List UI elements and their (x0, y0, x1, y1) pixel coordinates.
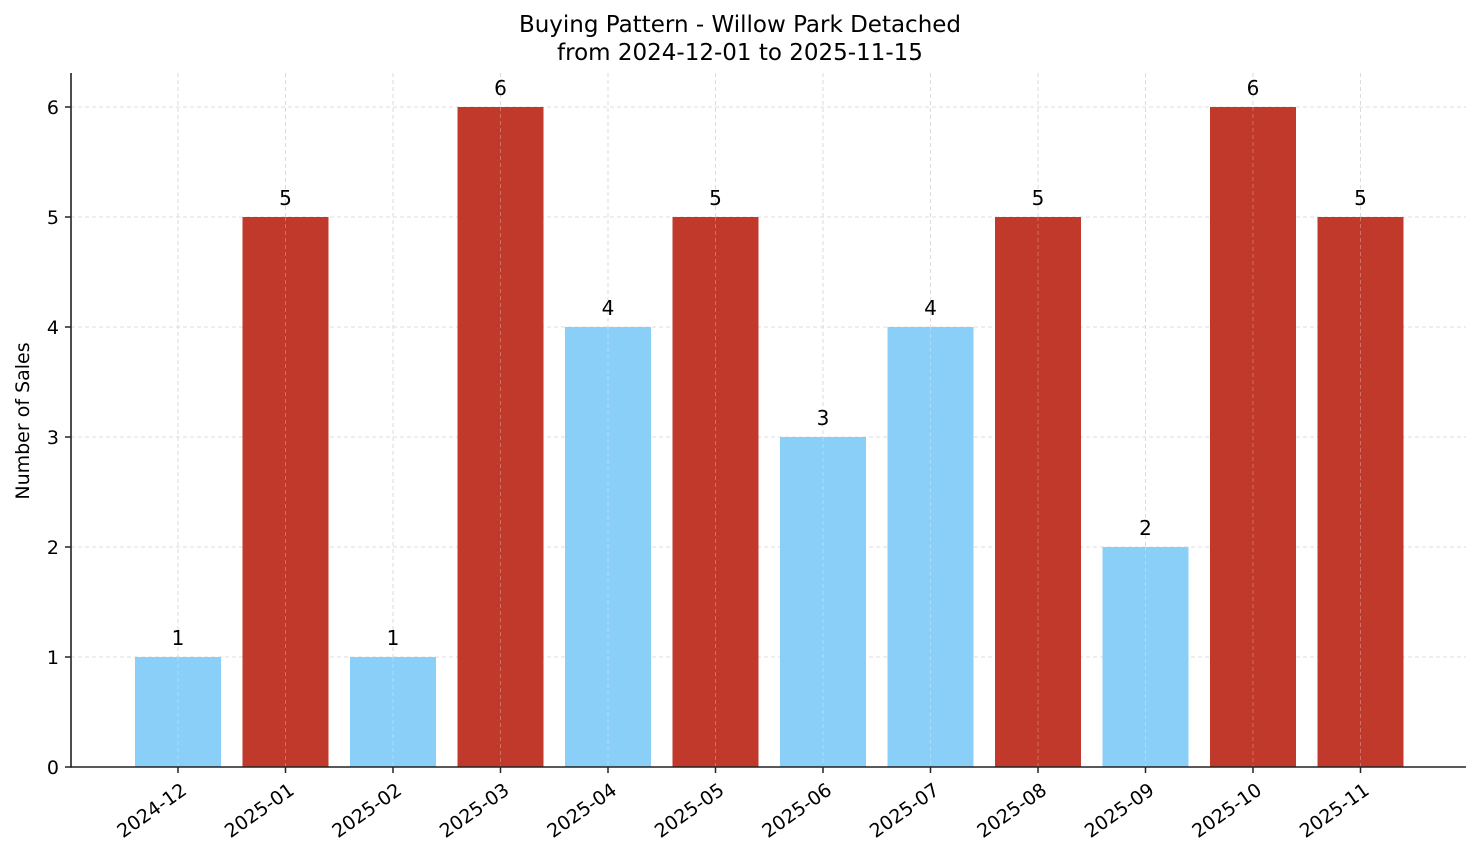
x-tick-label: 2025-02 (328, 779, 406, 843)
chart-subtitle: from 2024-12-01 to 2025-11-15 (557, 40, 923, 66)
x-tick-label: 2025-03 (436, 779, 514, 843)
bar-2025-11 (1317, 217, 1404, 767)
x-tick-label: 2025-10 (1188, 779, 1266, 843)
x-tick-label: 2025-01 (221, 779, 299, 843)
data-label: 2 (1139, 516, 1152, 540)
bar-2025-01 (242, 217, 329, 767)
x-tick-label: 2025-08 (973, 779, 1051, 843)
y-tick-label: 6 (47, 97, 59, 119)
data-label: 1 (387, 626, 400, 650)
bar-2025-09 (1102, 547, 1189, 767)
data-label: 4 (924, 296, 937, 320)
data-label: 4 (602, 296, 615, 320)
y-tick-label: 1 (47, 647, 59, 669)
data-label: 3 (817, 406, 830, 430)
data-label: 6 (494, 76, 507, 100)
y-axis-ticks: 0 1 2 3 4 5 6 (47, 97, 71, 779)
x-axis-ticks: 2024-12 2025-01 2025-02 2025-03 2025-04 2025-… (113, 767, 1373, 843)
bar-2025-02 (350, 657, 436, 767)
x-tick-label: 2025-06 (758, 779, 836, 843)
data-label: 5 (279, 186, 292, 210)
axes (70, 73, 1466, 768)
bar-2025-05 (672, 217, 759, 767)
data-labels: 1 5 1 6 4 5 3 4 5 2 6 5 (172, 76, 1367, 767)
chart-title: Buying Pattern - Willow Park Detached (518, 12, 962, 38)
bar-2025-06 (780, 437, 866, 767)
x-tick-label: 2024-12 (113, 779, 191, 843)
bar-2025-03 (457, 107, 544, 767)
y-tick-label: 0 (47, 757, 59, 779)
y-tick-label: 3 (47, 427, 59, 449)
data-label: 5 (1354, 186, 1367, 210)
x-tick-label: 2025-07 (866, 779, 944, 843)
x-tick-label: 2025-05 (651, 779, 729, 843)
x-tick-label: 2025-09 (1081, 779, 1159, 843)
bar-2025-04 (565, 327, 651, 767)
data-label: 6 (1247, 76, 1260, 100)
y-tick-label: 4 (47, 317, 59, 339)
bar-2024-12 (135, 657, 221, 767)
bars (135, 107, 1404, 767)
data-label: 5 (1032, 186, 1045, 210)
bar-2025-10 (1210, 107, 1296, 767)
bar-2025-08 (995, 217, 1081, 767)
x-tick-label: 2025-11 (1296, 779, 1374, 843)
data-label: 1 (172, 626, 185, 650)
bar-2025-07 (887, 327, 974, 767)
x-tick-label: 2025-04 (543, 779, 621, 843)
data-label: 5 (709, 186, 722, 210)
y-tick-label: 5 (47, 207, 59, 229)
y-tick-label: 2 (47, 537, 59, 559)
